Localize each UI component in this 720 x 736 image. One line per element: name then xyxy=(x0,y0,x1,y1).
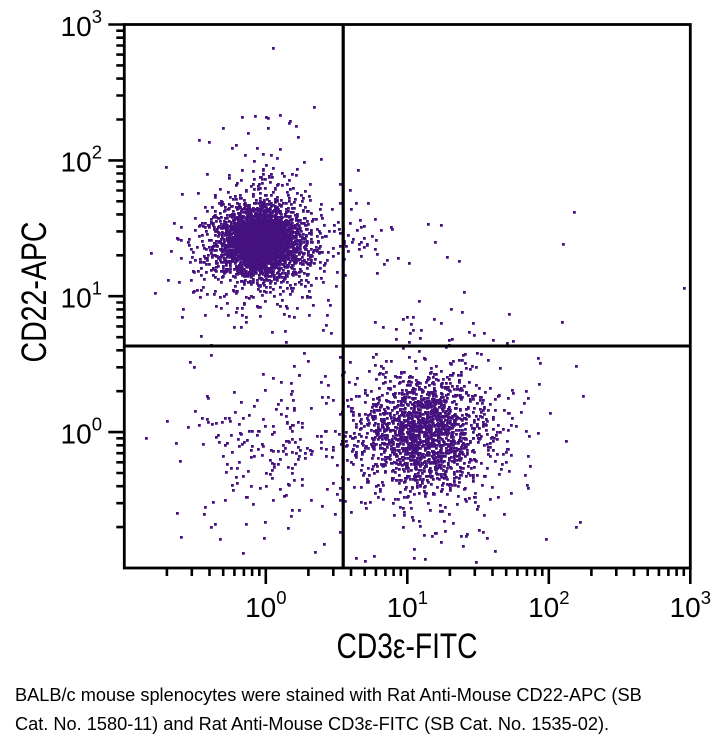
svg-text:CD22-APC: CD22-APC xyxy=(15,222,54,363)
svg-text:Cat. No. 1580-11) and Rat Anti: Cat. No. 1580-11) and Rat Anti-Mouse CD3… xyxy=(15,714,609,734)
svg-text:CD3ε-FITC: CD3ε-FITC xyxy=(337,627,478,666)
svg-text:BALB/c mouse splenocytes were: BALB/c mouse splenocytes were stained wi… xyxy=(15,685,642,705)
